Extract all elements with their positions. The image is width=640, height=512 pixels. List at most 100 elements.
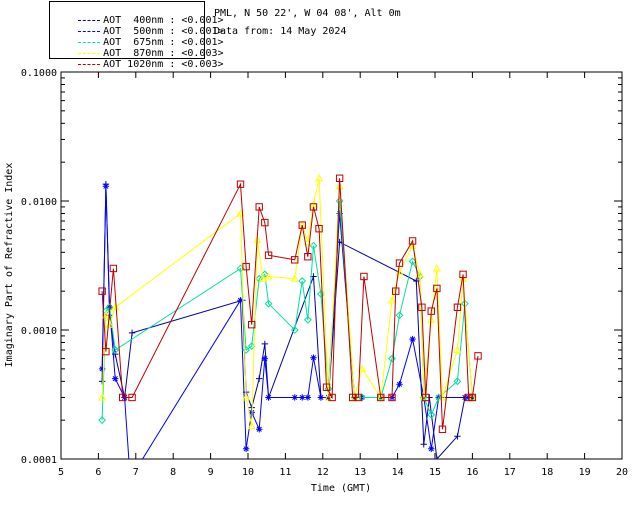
data-point xyxy=(265,394,272,401)
series-line xyxy=(101,178,479,430)
y-tick-label: 0.0001 xyxy=(21,455,57,466)
data-point xyxy=(468,393,477,402)
x-tick-label: 7 xyxy=(133,467,139,478)
x-tick-label: 8 xyxy=(170,467,176,478)
data-point xyxy=(395,311,404,320)
data-point xyxy=(112,375,119,382)
data-point xyxy=(420,441,427,448)
data-point xyxy=(299,394,306,401)
data-point xyxy=(387,296,397,304)
data-point xyxy=(453,377,462,386)
data-point xyxy=(388,354,396,363)
x-tick-label: 15 xyxy=(429,467,441,478)
data-point xyxy=(474,352,482,360)
data-point xyxy=(98,365,106,373)
data-point xyxy=(459,270,467,279)
data-point xyxy=(415,270,425,278)
x-tick-label: 12 xyxy=(317,467,329,478)
data-date: Data from: 14 May 2024 xyxy=(214,26,347,37)
legend-entry-675nm: AOT 675nm : <0.001> xyxy=(54,26,224,48)
data-point xyxy=(304,253,312,261)
data-point xyxy=(290,326,299,334)
data-point xyxy=(111,346,120,354)
legend-label: AOT 1020nm : <0.003> xyxy=(103,59,224,70)
data-point xyxy=(418,303,426,311)
data-point xyxy=(358,364,367,372)
legend-swatch xyxy=(78,19,101,21)
data-point xyxy=(408,241,417,249)
x-tick-label: 14 xyxy=(392,467,404,478)
legend-entry-400nm: AOT 400nm : <0.001> xyxy=(54,4,224,26)
series-0 xyxy=(98,180,476,459)
data-point xyxy=(98,416,107,425)
series-line xyxy=(101,178,473,427)
data-point xyxy=(242,346,251,354)
legend-label: AOT 400nm : <0.001> xyxy=(103,15,224,26)
x-tick-label: 6 xyxy=(95,467,101,478)
data-point xyxy=(264,251,273,259)
data-point xyxy=(453,303,462,311)
data-point xyxy=(264,272,273,280)
legend-swatch xyxy=(78,63,101,65)
x-tick-label: 16 xyxy=(466,467,478,478)
data-point xyxy=(101,311,110,319)
x-tick-label: 17 xyxy=(504,467,516,478)
data-point xyxy=(377,393,385,402)
data-point xyxy=(261,355,269,362)
data-point xyxy=(102,183,110,190)
data-point xyxy=(328,393,336,402)
data-point xyxy=(242,262,250,271)
x-tick-label: 9 xyxy=(208,467,214,478)
data-point xyxy=(335,174,344,182)
series-layer xyxy=(98,174,482,459)
data-point xyxy=(98,393,107,401)
data-point xyxy=(317,394,325,401)
data-point xyxy=(258,274,268,282)
data-point xyxy=(298,221,306,229)
data-point xyxy=(392,287,400,295)
data-point xyxy=(409,335,416,343)
data-point xyxy=(109,264,118,273)
data-point xyxy=(128,393,136,402)
axis-ticks: 5 6 7 8 9 10 11 12 13 14 15 16 17 18 19 20 0.0001 0.0010 0… xyxy=(21,68,628,478)
data-point xyxy=(396,381,403,388)
x-tick-label: 18 xyxy=(541,467,553,478)
data-point xyxy=(324,393,333,401)
data-point xyxy=(256,426,263,433)
data-point xyxy=(335,197,344,205)
x-axis-label: Time (GMT) xyxy=(311,483,371,494)
data-point xyxy=(427,307,435,315)
data-point xyxy=(242,393,251,401)
data-point xyxy=(421,393,430,402)
y-tick-label: 0.0100 xyxy=(21,197,57,208)
plot-frame xyxy=(60,71,623,460)
data-point xyxy=(261,340,269,348)
data-point xyxy=(290,274,299,282)
x-tick-label: 13 xyxy=(354,467,366,478)
y-axis-label: Imaginary Part of Refractive Index xyxy=(4,163,15,368)
data-point xyxy=(291,394,298,401)
data-point xyxy=(354,393,363,402)
data-point xyxy=(98,287,106,295)
data-point xyxy=(310,354,317,361)
data-point xyxy=(128,329,136,337)
data-point xyxy=(336,210,343,217)
station-info: PML, N 50 22', W 04 08', Alt 0m xyxy=(214,8,401,19)
data-point xyxy=(360,272,368,281)
legend-entry-1020nm: AOT 1020nm : <0.003> xyxy=(54,48,224,70)
data-point xyxy=(461,394,469,401)
series-3 xyxy=(98,174,477,430)
y-tick-label: 0.0010 xyxy=(21,326,57,337)
series-4 xyxy=(98,174,482,433)
legend-swatch xyxy=(78,52,101,54)
data-point xyxy=(256,375,263,382)
data-point xyxy=(454,433,461,440)
data-point xyxy=(264,299,273,308)
data-point xyxy=(298,277,307,285)
data-point xyxy=(428,445,435,452)
data-point xyxy=(315,224,323,233)
x-tick-label: 10 xyxy=(242,467,254,478)
data-point xyxy=(102,347,110,356)
data-point xyxy=(303,315,312,324)
data-point xyxy=(395,259,404,267)
